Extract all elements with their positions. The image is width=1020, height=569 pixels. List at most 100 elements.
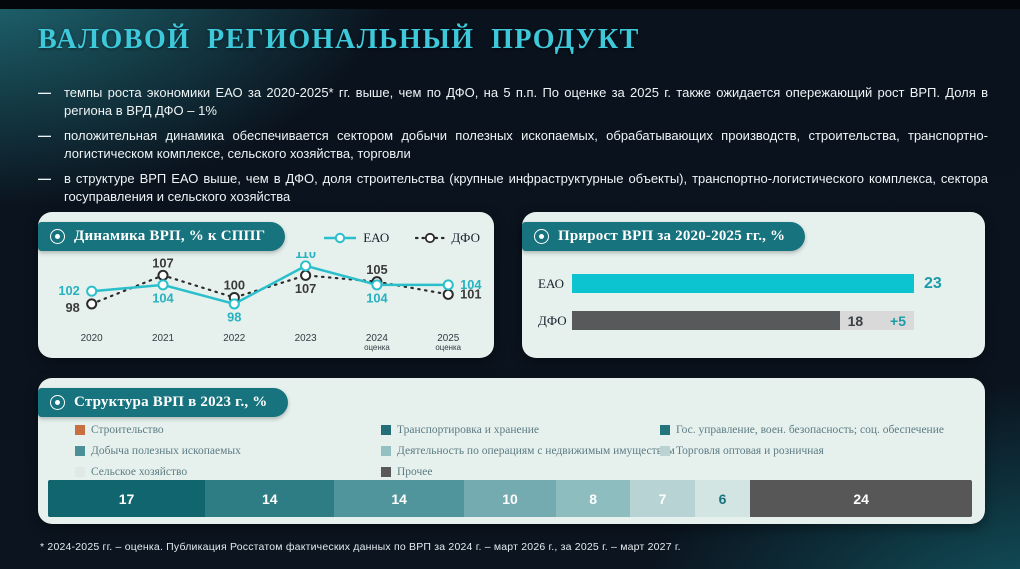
bar-track — [572, 274, 914, 293]
legend-color-swatch — [660, 425, 670, 435]
x-axis-label: 2023 — [295, 333, 318, 344]
bullet-item: — темпы роста экономики ЕАО за 2020-2025… — [38, 84, 988, 120]
legend-item: Деятельность по операциям с недвижимым и… — [381, 445, 675, 457]
line-chart-value-label: 102 — [58, 283, 79, 298]
x-axis-label: 2025 — [437, 333, 460, 344]
legend-item: Сельское хозяйство — [75, 466, 381, 478]
panel-title: Динамика ВРП, % к СППГ — [74, 228, 266, 244]
legend-label: Сельское хозяйство — [91, 466, 188, 478]
legend-item: Торговля оптовая и розничная — [660, 445, 944, 457]
top-strip — [0, 0, 1020, 9]
line-chart-value-label: 104 — [366, 291, 388, 306]
line-chart-value-label: 107 — [152, 255, 173, 270]
structure-bar-segment: 24 — [750, 480, 972, 517]
bullet-dash: — — [38, 170, 51, 186]
x-axis-label: 2021 — [152, 333, 175, 344]
structure-bar-segment: 8 — [556, 480, 631, 517]
footnote: * 2024-2025 гг. – оценка. Публикация Рос… — [40, 541, 681, 553]
legend-item: Гос. управление, воен. безопасность; соц… — [660, 424, 944, 436]
panel-title-pill-structure: Структура ВРП в 2023 г., % — [38, 388, 288, 417]
radio-bullet-icon — [534, 229, 549, 244]
line-chart-value-label: 100 — [224, 278, 245, 293]
bullet-text: в структуре ВРП ЕАО выше, чем в ДФО, дол… — [64, 170, 988, 204]
bullet-item: — в структуре ВРП ЕАО выше, чем в ДФО, д… — [38, 170, 988, 206]
structure-legend: Строительство Добыча полезных ископаемых С… — [75, 424, 944, 478]
x-axis-label: 2022 — [223, 333, 245, 344]
bar-row-eao: ЕАО 23 — [538, 274, 942, 293]
structure-bar-segment: 7 — [630, 480, 695, 517]
radio-dot-icon — [55, 234, 60, 239]
legend-label: ДФО — [451, 230, 480, 245]
structure-bar-segment: 14 — [205, 480, 335, 517]
eao-bar — [572, 274, 914, 293]
data-point-marker — [157, 279, 169, 291]
legend-column: Гос. управление, воен. безопасность; соц… — [660, 424, 944, 478]
line-chart-value-label: 105 — [366, 262, 387, 277]
legend-item-dfo: ДФО — [415, 230, 480, 246]
panel-title-pill-dynamics: Динамика ВРП, % к СППГ — [38, 222, 286, 251]
eao-line-sample-icon — [324, 232, 357, 244]
data-point-marker — [300, 269, 312, 281]
bullet-item: — положительная динамика обеспечивается … — [38, 127, 988, 163]
data-point-marker — [371, 279, 383, 291]
page-title: ВАЛОВОЙ РЕГИОНАЛЬНЫЙ ПРОДУКТ — [38, 24, 640, 55]
panel-vrp-structure: Структура ВРП в 2023 г., % Строительство… — [38, 378, 985, 524]
x-axis-note: оценка — [364, 343, 390, 352]
x-axis-label: 2024 — [366, 333, 389, 344]
bullet-dash: — — [38, 127, 51, 143]
legend-item: Строительство — [75, 424, 381, 436]
radio-bullet-icon — [50, 395, 65, 410]
legend-color-swatch — [381, 467, 391, 477]
line-series-ЕАО — [91, 264, 449, 306]
bar-label: ЕАО — [538, 275, 565, 291]
bullet-text: темпы роста экономики ЕАО за 2020-2025* … — [64, 85, 988, 118]
line-chart-value-label: 98 — [65, 300, 79, 315]
legend-label: Добыча полезных ископаемых — [91, 445, 241, 457]
legend-label: ЕАО — [363, 230, 390, 245]
legend-label: Строительство — [91, 424, 164, 436]
bar-label: ДФО — [538, 312, 567, 328]
structure-bar-segment: 6 — [694, 480, 751, 517]
legend-item: Добыча полезных ископаемых — [75, 445, 381, 457]
bullet-text: положительная динамика обеспечивается се… — [64, 127, 988, 161]
legend-color-swatch — [75, 446, 85, 456]
structure-bar-segment: 17 — [48, 480, 206, 517]
data-point-marker — [228, 298, 240, 310]
legend-label: Транспортировка и хранение — [397, 424, 540, 436]
legend-label: Деятельность по операциям с недвижимым и… — [397, 445, 675, 457]
dfo-extra-bar: 18 +5 — [839, 311, 914, 330]
data-point-marker — [86, 298, 98, 310]
line-chart-value-label: 101 — [460, 286, 481, 301]
line-chart-value-label: 98 — [227, 310, 241, 325]
eao-bar-value: 23 — [924, 274, 942, 292]
panel-title: Структура ВРП в 2023 г., % — [74, 394, 268, 410]
legend-item: Прочее — [381, 466, 660, 478]
structure-bar-segment: 10 — [463, 480, 557, 517]
panel-vrp-growth: Прирост ВРП за 2020-2025 гг., % ЕАО 23 Д… — [522, 212, 985, 358]
legend-column: Строительство Добыча полезных ископаемых С… — [75, 424, 381, 478]
line-chart-legend: ЕАО ДФО — [323, 230, 480, 246]
data-point-marker — [442, 279, 454, 291]
legend-label: Прочее — [397, 466, 433, 478]
growth-bars: ЕАО 23 ДФО 18 +5 — [538, 274, 942, 330]
bar-row-dfo: ДФО 18 +5 — [538, 311, 942, 330]
dfo-extra-value: +5 — [890, 312, 906, 329]
structure-bar-segment: 14 — [334, 480, 464, 517]
data-point-marker — [300, 260, 312, 272]
legend-color-swatch — [75, 425, 85, 435]
panel-vrp-dynamics: Динамика ВРП, % к СППГ ЕАО ДФО 102 104 98 1… — [38, 212, 494, 358]
line-chart-value-label: 110 — [295, 252, 316, 261]
radio-dot-icon — [539, 234, 544, 239]
dfo-bar — [572, 311, 840, 330]
line-chart-value-label: 107 — [295, 281, 316, 296]
legend-color-swatch — [75, 467, 85, 477]
line-series-ДФО — [90, 274, 450, 305]
legend-color-swatch — [381, 446, 391, 456]
bullet-list: — темпы роста экономики ЕАО за 2020-2025… — [38, 84, 988, 213]
bullet-dash: — — [38, 85, 51, 100]
legend-color-swatch — [381, 425, 391, 435]
panel-title: Прирост ВРП за 2020-2025 гг., % — [558, 228, 786, 244]
legend-label: Торговля оптовая и розничная — [676, 445, 824, 457]
radio-bullet-icon — [50, 229, 65, 244]
